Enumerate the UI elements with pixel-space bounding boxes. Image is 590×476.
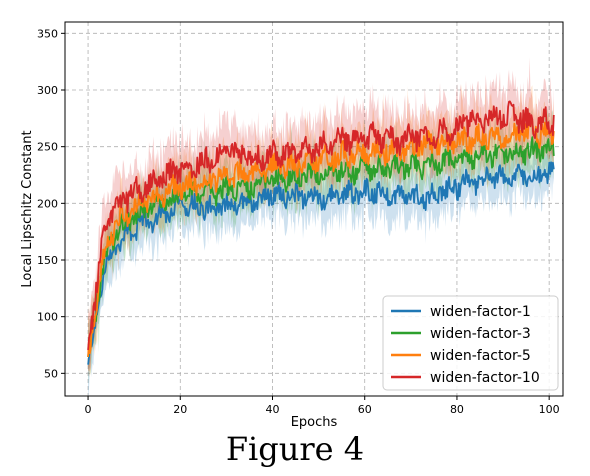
series-line-widen-factor-5 [87, 118, 555, 357]
x-tick-label: 0 [85, 403, 92, 416]
ticks: 0 20 40 60 80 100 50 100 150 200 250 300 350 [37, 27, 560, 416]
x-tick-label: 20 [173, 403, 187, 416]
y-tick-label: 300 [37, 84, 58, 97]
figure-caption: Figure 4 [225, 430, 365, 468]
series-band-widen-factor-5 [88, 83, 554, 378]
legend-box [382, 295, 559, 391]
series-line-widen-factor-10 [87, 100, 555, 351]
x-axis-label: Epochs [291, 415, 338, 430]
legend-label: widen-factor-1 [430, 304, 531, 320]
series-line-widen-factor-1 [87, 161, 555, 365]
y-tick-label: 100 [37, 311, 58, 324]
legend-label: widen-factor-10 [430, 370, 540, 386]
x-tick-label: 100 [539, 403, 560, 416]
y-tick-label: 200 [37, 197, 58, 210]
legend-label: widen-factor-5 [430, 348, 531, 364]
y-axis-label: Local Lipschitz Constant [20, 130, 35, 287]
y-tick-label: 250 [37, 141, 58, 154]
legend-label: widen-factor-3 [430, 326, 531, 342]
x-tick-label: 60 [358, 403, 372, 416]
x-tick-label: 40 [266, 403, 280, 416]
y-tick-label: 150 [37, 254, 58, 267]
y-tick-label: 50 [44, 367, 58, 380]
plot-frame [64, 21, 564, 397]
legend: widen-factor-1 widen-factor-3 widen-factor… [382, 295, 559, 391]
series-line-widen-factor-3 [87, 136, 555, 358]
x-tick-label: 80 [450, 403, 464, 416]
series-band-widen-factor-1 [88, 129, 554, 399]
series-lines [87, 100, 555, 365]
y-tick-label: 350 [37, 27, 58, 40]
